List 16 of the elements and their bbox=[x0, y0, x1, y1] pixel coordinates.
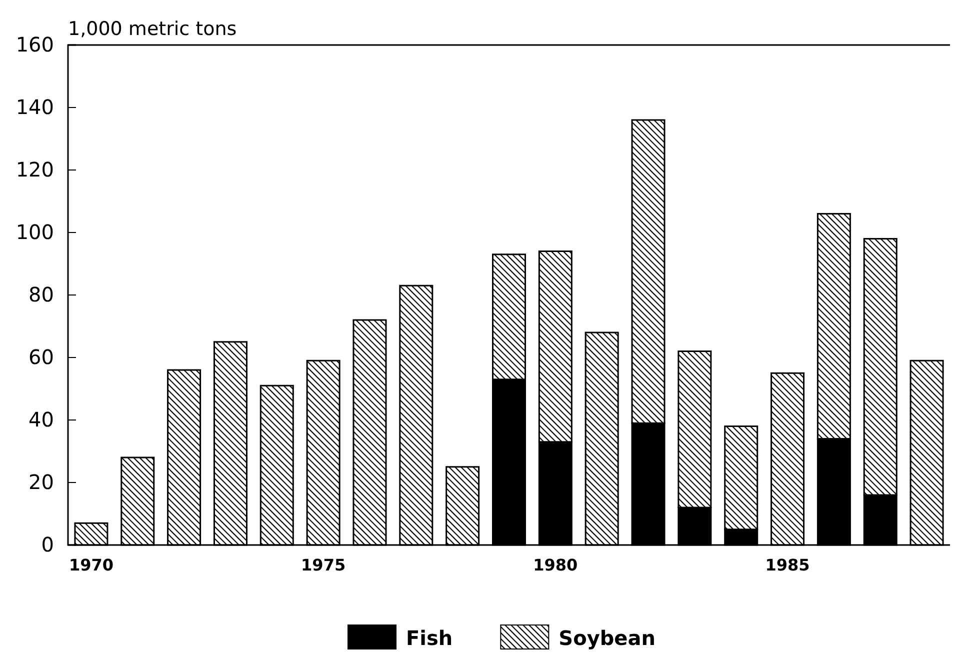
y-tick-label: 80 bbox=[28, 282, 54, 306]
y-axis-title: 1,000 metric tons bbox=[68, 18, 237, 40]
y-tick-label: 60 bbox=[28, 344, 54, 369]
x-tick-label: 1980 bbox=[533, 555, 578, 574]
x-tick-label: 1985 bbox=[765, 555, 810, 574]
y-tick-label: 0 bbox=[41, 532, 54, 556]
y-tick-label: 20 bbox=[28, 470, 54, 494]
y-tick-label: 140 bbox=[16, 94, 54, 119]
y-tick-label: 40 bbox=[28, 407, 54, 432]
legend-label: Fish bbox=[406, 626, 453, 650]
y-tick-label: 100 bbox=[16, 220, 54, 244]
x-tick-label: 1970 bbox=[68, 555, 114, 574]
legend-label: Soybean bbox=[558, 626, 656, 650]
x-tick-label: 1975 bbox=[301, 555, 346, 574]
y-tick-label: 160 bbox=[16, 32, 54, 56]
y-tick-label: 120 bbox=[16, 157, 54, 182]
